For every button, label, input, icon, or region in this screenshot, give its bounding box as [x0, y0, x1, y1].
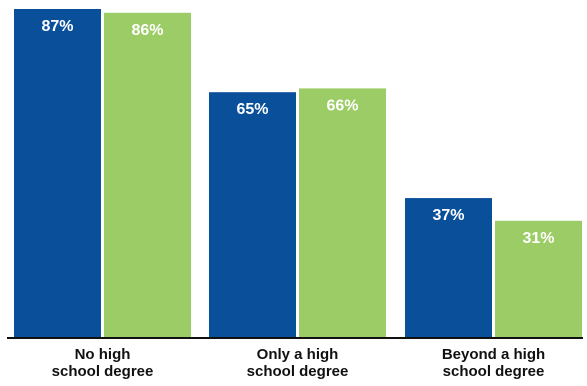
bar-series1-cat1 — [14, 9, 101, 338]
category-label-line: school degree — [52, 363, 154, 380]
bar-value-label: 86% — [131, 22, 163, 39]
bar-series2-cat1 — [104, 12, 191, 338]
category-label-line: Beyond a high — [442, 346, 545, 363]
bars-group: 87% 86% 65% 66% 37% 31% — [14, 9, 582, 339]
bar-series1-cat3 — [405, 198, 492, 338]
category-label-line: school degree — [247, 363, 349, 380]
bar-value-label: 65% — [236, 101, 268, 118]
bar-series2-cat2 — [299, 88, 386, 339]
bar-series2-cat3 — [495, 220, 582, 338]
category-label-line: No high — [75, 346, 131, 363]
category-label-line: school degree — [443, 363, 545, 380]
bar-value-label: 66% — [326, 97, 358, 114]
category-label-line: Only a high — [257, 346, 339, 363]
bar-value-label: 37% — [432, 207, 464, 224]
bar-value-label: 87% — [41, 18, 73, 35]
bar-value-label: 31% — [522, 230, 554, 247]
bar-series1-cat2 — [209, 92, 296, 338]
